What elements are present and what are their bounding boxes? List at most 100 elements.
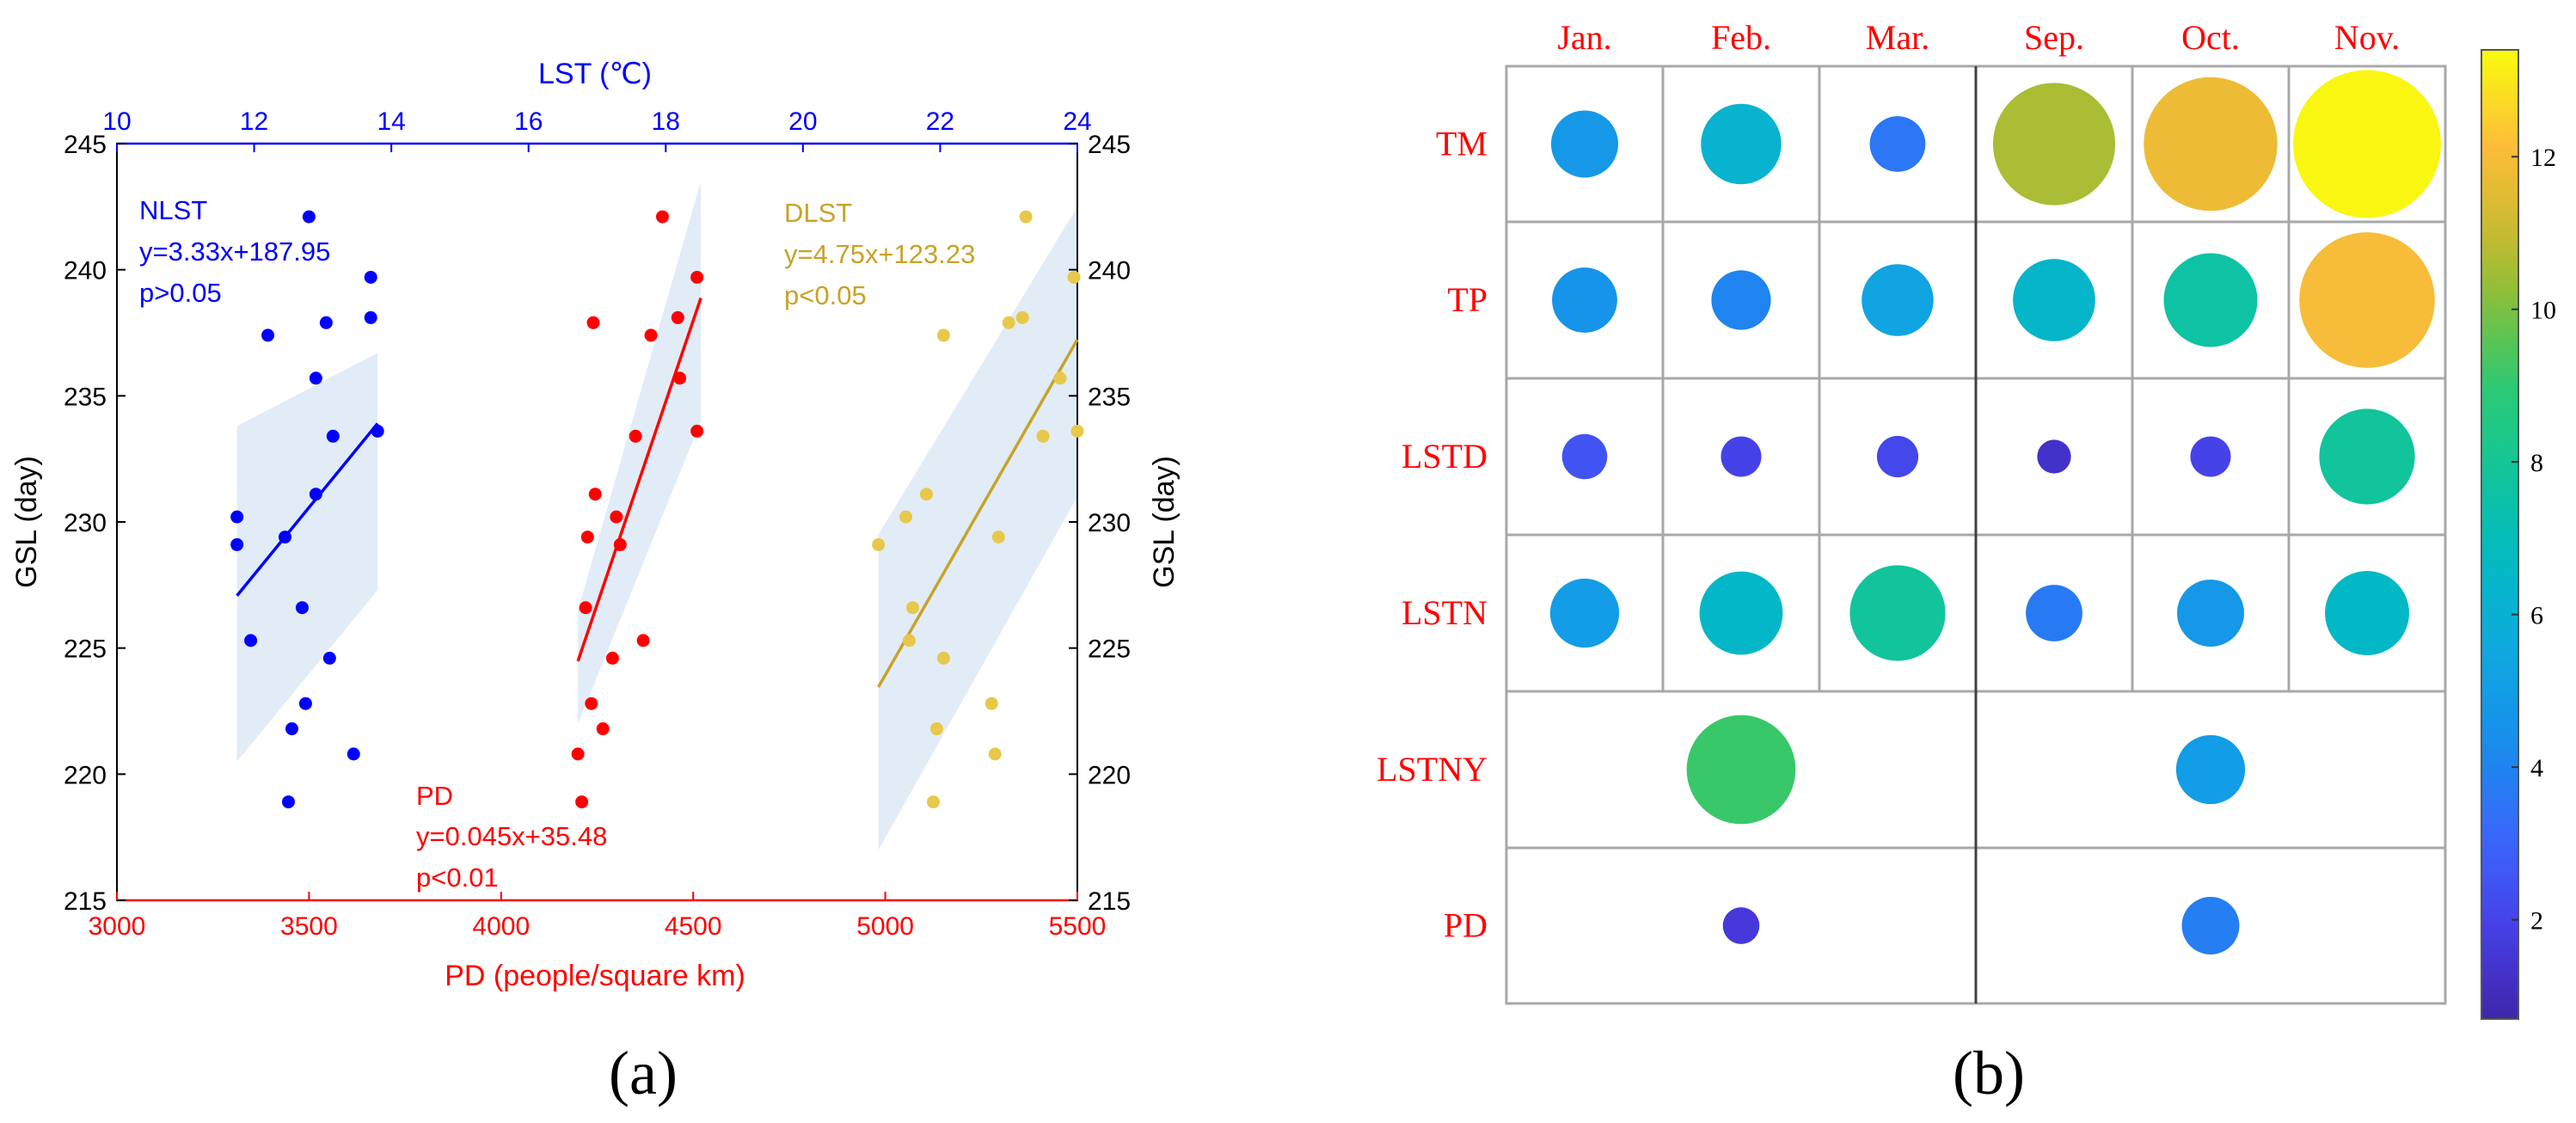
x-top-tick-label: 12 [240, 107, 268, 136]
colorbar-tick-label: 8 [2530, 449, 2543, 477]
row-label: LSTNY [1377, 750, 1487, 789]
point-pd [579, 601, 592, 615]
matrix-circles [1549, 70, 2441, 954]
point-nlst [230, 537, 244, 551]
point-pd [671, 310, 684, 324]
circle-pd-4 [2181, 897, 2240, 954]
point-dlst [1015, 310, 1029, 324]
y-left-tick-label: 215 [64, 887, 107, 916]
point-pd [585, 697, 598, 710]
point-dlst [936, 651, 950, 665]
point-nlst [322, 651, 336, 665]
point-pd [596, 722, 610, 736]
y-left-label: GSL (day) [10, 456, 43, 588]
y-right-tick-label: 235 [1088, 383, 1131, 411]
column-label: Feb. [1711, 18, 1771, 57]
y-right-tick-label: 230 [1088, 509, 1131, 537]
y-right-tick-label: 245 [1088, 131, 1131, 159]
circle-tp-1 [1711, 270, 1771, 330]
point-dlst [919, 488, 933, 501]
point-dlst [903, 634, 917, 647]
pd-pvalue: p<0.01 [416, 862, 499, 893]
pd-name: PD [416, 781, 453, 811]
circle-lstd-4 [2190, 436, 2231, 477]
point-dlst [988, 747, 1002, 761]
dlst-pvalue: p<0.05 [784, 280, 867, 310]
y-left-tick-label: 240 [64, 257, 107, 285]
point-dlst [1067, 270, 1081, 284]
x-top-tick-label: 18 [652, 107, 680, 136]
column-label: Jan. [1557, 18, 1611, 57]
point-nlst [371, 424, 384, 438]
circle-lstny-1 [1686, 715, 1796, 825]
column-label: Mar. [1866, 18, 1929, 57]
fit-line-dlst [877, 339, 1079, 688]
circle-tm-0 [1550, 110, 1619, 178]
circle-tp-4 [2163, 253, 2258, 347]
point-nlst [364, 310, 377, 324]
point-nlst [230, 510, 244, 524]
nlst-equation: y=3.33x+187.95 [139, 236, 330, 267]
circle-lstn-5 [2325, 571, 2409, 655]
circle-lstn-4 [2176, 579, 2245, 647]
x-top-label: LST (℃) [538, 58, 652, 90]
point-dlst [926, 795, 940, 809]
y-left-tick-label: 230 [64, 509, 107, 537]
fit-lines [236, 297, 1079, 688]
row-label: TM [1436, 125, 1487, 163]
circle-lstd-3 [2037, 439, 2071, 474]
x-top-tick-label: 14 [377, 107, 405, 136]
point-pd [613, 537, 627, 551]
x-top-tick-label: 16 [514, 107, 543, 136]
point-dlst [899, 510, 913, 524]
panel-b-matrix: Jan. Feb. Mar. Sep. Oct. Nov. TM TP LSTD LSTN LSTN… [1377, 18, 2556, 1108]
matrix-labels: Jan. Feb. Mar. Sep. Oct. Nov. TM TP LSTD LSTN LSTN… [1377, 18, 2400, 945]
point-nlst [364, 270, 377, 284]
point-nlst [309, 371, 322, 385]
point-pd [610, 510, 623, 524]
point-nlst [295, 601, 309, 615]
point-dlst [906, 601, 920, 615]
colorbar-tick-label: 12 [2530, 144, 2556, 172]
circle-tm-4 [2144, 77, 2278, 212]
dlst-name: DLST [784, 198, 852, 228]
point-dlst [991, 531, 1005, 544]
point-pd [644, 328, 658, 342]
fit-line-nlst [236, 422, 379, 597]
point-pd [690, 424, 704, 438]
column-label: Sep. [2024, 18, 2084, 57]
dlst-equation: y=4.75x+123.23 [784, 239, 975, 269]
colorbar-tick-label: 10 [2530, 297, 2556, 325]
circle-lstd-5 [2319, 408, 2415, 505]
x-bottom-tick-label: 3500 [280, 912, 338, 941]
y-right-tick-label: 220 [1088, 761, 1131, 789]
fit-line-pd [576, 297, 702, 662]
point-pd [636, 634, 650, 647]
colorbar-tick-label: 4 [2530, 754, 2543, 782]
circle-tm-1 [1701, 103, 1782, 185]
y-left-tick-label: 225 [64, 635, 107, 664]
point-nlst [285, 722, 298, 736]
point-nlst [309, 488, 322, 501]
circle-lstn-0 [1549, 578, 1620, 648]
y-right-tick-label: 215 [1088, 887, 1131, 916]
panel-b-label: (b) [1953, 1039, 2025, 1108]
colorbar: 2 4 6 8 10 12 [2481, 49, 2556, 1020]
point-pd [575, 795, 589, 809]
point-pd [586, 316, 600, 329]
colorbar-tick-label: 6 [2530, 602, 2543, 630]
panel-a-label: (a) [609, 1039, 678, 1108]
point-pd [605, 651, 619, 665]
point-pd [690, 270, 704, 284]
circle-tp-0 [1552, 267, 1617, 333]
point-dlst [1002, 316, 1015, 329]
circle-lstd-1 [1720, 436, 1762, 477]
y-right-tick-label: 240 [1088, 257, 1131, 285]
circle-lstd-0 [1561, 433, 1608, 480]
point-dlst [872, 537, 886, 551]
nlst-pvalue: p>0.05 [139, 278, 222, 308]
x-bottom-tick-label: 4500 [665, 912, 722, 941]
row-label: LSTD [1401, 437, 1487, 476]
circle-lstd-2 [1876, 435, 1919, 478]
